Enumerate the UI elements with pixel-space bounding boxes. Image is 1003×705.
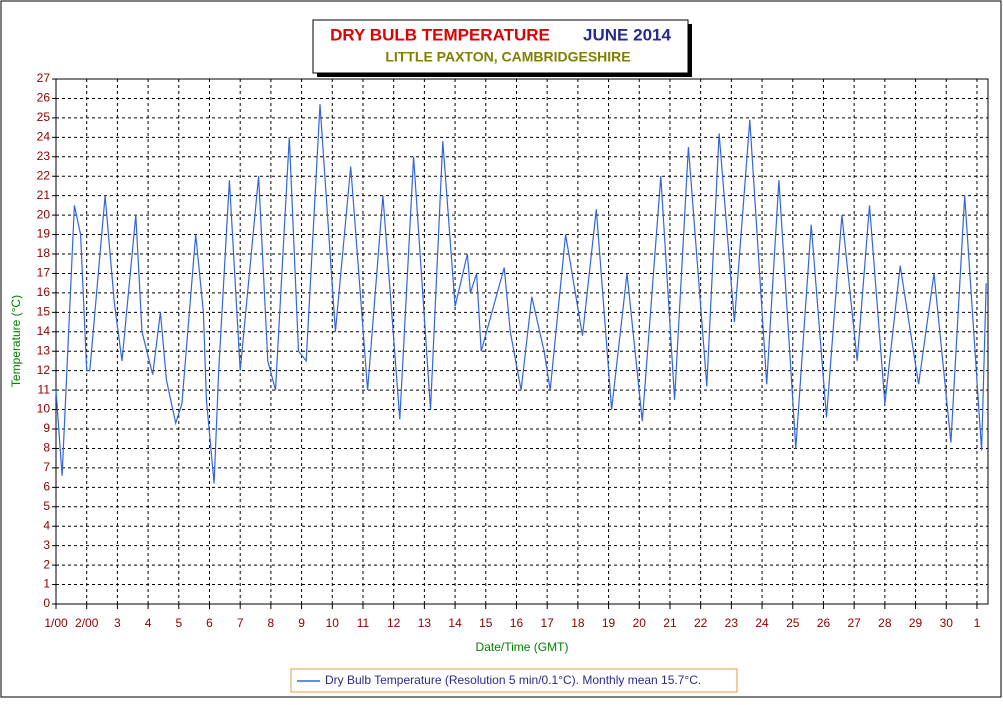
x-tick-label: 21	[663, 616, 677, 630]
x-tick-label: 5	[175, 616, 182, 630]
y-tick-label: 11	[38, 382, 51, 396]
y-tick-label: 27	[37, 71, 51, 85]
x-tick-label: 20	[633, 616, 647, 630]
y-tick-label: 23	[37, 149, 51, 163]
chart-title-date: JUNE 2014	[583, 25, 671, 44]
x-tick-label: 15	[479, 616, 493, 630]
y-tick-label: 10	[37, 402, 51, 416]
y-tick-label: 18	[37, 246, 51, 260]
y-tick-label: 14	[37, 324, 51, 338]
y-tick-label: 1	[43, 577, 50, 591]
y-tick-label: 21	[37, 188, 51, 202]
x-tick-label: 10	[326, 616, 340, 630]
y-tick-label: 20	[37, 207, 51, 221]
x-tick-label: 23	[725, 616, 739, 630]
legend-label: Dry Bulb Temperature (Resolution 5 min/0…	[325, 673, 701, 687]
y-tick-label: 4	[43, 518, 50, 532]
y-tick-label: 2	[43, 557, 50, 571]
x-tick-label: 28	[878, 616, 892, 630]
y-tick-label: 12	[37, 363, 51, 377]
x-tick-label: 7	[237, 616, 244, 630]
x-tick-label: 17	[540, 616, 554, 630]
x-tick-label: 19	[602, 616, 616, 630]
x-tick-label: 26	[817, 616, 831, 630]
x-tick-label: 27	[847, 616, 861, 630]
chart-subtitle: LITTLE PAXTON, CAMBRIDGESHIRE	[385, 49, 630, 65]
x-tick-label: 3	[114, 616, 121, 630]
x-tick-label: 30	[940, 616, 954, 630]
y-tick-label: 25	[37, 110, 51, 124]
x-tick-label: 29	[909, 616, 923, 630]
temperature-line	[55, 104, 987, 484]
y-tick-label: 24	[37, 130, 51, 144]
y-tick-label: 5	[43, 499, 50, 513]
y-tick-label: 19	[37, 227, 51, 241]
y-tick-label: 22	[37, 168, 51, 182]
y-tick-label: 8	[43, 441, 50, 455]
y-tick-label: 7	[43, 460, 50, 474]
y-tick-label: 17	[37, 266, 51, 280]
y-tick-label: 13	[37, 343, 51, 357]
y-tick-label: 16	[37, 285, 51, 299]
x-tick-label: 16	[510, 616, 524, 630]
x-tick-label: 13	[418, 616, 432, 630]
x-tick-label: 24	[755, 616, 769, 630]
x-tick-label: 1/00	[44, 616, 68, 630]
y-tick-label: 9	[43, 421, 50, 435]
y-tick-label: 15	[37, 305, 51, 319]
x-axis-label: Date/Time (GMT)	[476, 640, 569, 654]
x-tick-label: 25	[786, 616, 800, 630]
x-tick-label: 4	[145, 616, 152, 630]
y-tick-label: 26	[37, 91, 51, 105]
y-tick-label: 3	[43, 538, 50, 552]
x-tick-label: 9	[298, 616, 305, 630]
x-tick-label: 12	[387, 616, 401, 630]
plot-background	[55, 78, 989, 605]
x-tick-label: 14	[448, 616, 462, 630]
x-tick-label: 2/00	[75, 616, 99, 630]
y-tick-label: 6	[43, 480, 50, 494]
x-tick-label: 11	[357, 616, 370, 630]
chart-title: DRY BULB TEMPERATURE	[330, 25, 550, 44]
x-tick-label: 22	[694, 616, 708, 630]
x-tick-label: 6	[206, 616, 213, 630]
y-axis-label: Temperature (°C)	[9, 295, 23, 387]
legend-box	[290, 668, 738, 693]
title-box	[312, 19, 689, 74]
y-tick-label: 0	[43, 596, 50, 610]
x-tick-label: 8	[268, 616, 275, 630]
x-tick-label: 1	[974, 616, 981, 630]
x-tick-label: 18	[571, 616, 585, 630]
